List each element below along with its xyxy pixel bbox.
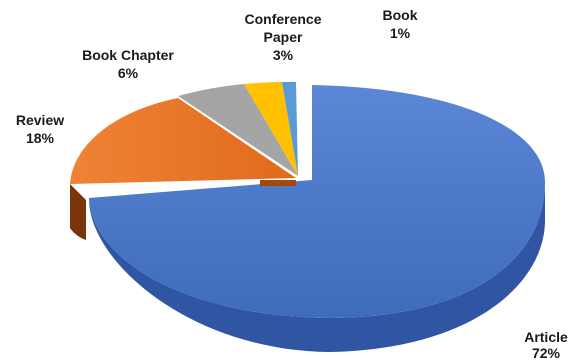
label-conference-paper-name: Conference bbox=[244, 11, 321, 27]
label-article-name: Article bbox=[524, 329, 568, 345]
slice-article bbox=[88, 85, 546, 352]
label-review: Review 18% bbox=[16, 112, 64, 146]
label-review-percent: 18% bbox=[26, 130, 55, 146]
slice-book-face bbox=[282, 82, 298, 176]
slice-book-chapter bbox=[178, 84, 298, 176]
slice-article-face bbox=[89, 85, 545, 318]
label-article: Article 72% bbox=[524, 329, 568, 360]
slice-article-side bbox=[88, 182, 546, 352]
label-conference-paper-line2: Paper bbox=[264, 29, 303, 45]
slice-review bbox=[70, 98, 296, 240]
slice-review-side-right bbox=[260, 180, 296, 186]
label-book: Book 1% bbox=[383, 7, 418, 41]
label-conference-paper-percent: 3% bbox=[273, 47, 294, 63]
label-book-chapter-name: Book Chapter bbox=[82, 47, 174, 63]
label-book-chapter: Book Chapter 6% bbox=[82, 47, 174, 81]
label-book-percent: 1% bbox=[390, 25, 411, 41]
label-book-chapter-percent: 6% bbox=[118, 65, 139, 81]
label-article-percent: 72% bbox=[532, 345, 561, 360]
label-book-name: Book bbox=[383, 7, 418, 23]
slice-book-chapter-face bbox=[178, 84, 298, 176]
slice-book bbox=[282, 82, 298, 176]
label-review-name: Review bbox=[16, 112, 64, 128]
slice-conference-paper bbox=[244, 82, 298, 176]
slice-review-face bbox=[70, 98, 296, 184]
slice-review-side bbox=[70, 184, 86, 240]
label-conference-paper: Conference Paper 3% bbox=[244, 11, 321, 63]
label-conference-paper-line1: Conference bbox=[244, 11, 321, 27]
slice-conference-paper-face bbox=[244, 82, 298, 176]
